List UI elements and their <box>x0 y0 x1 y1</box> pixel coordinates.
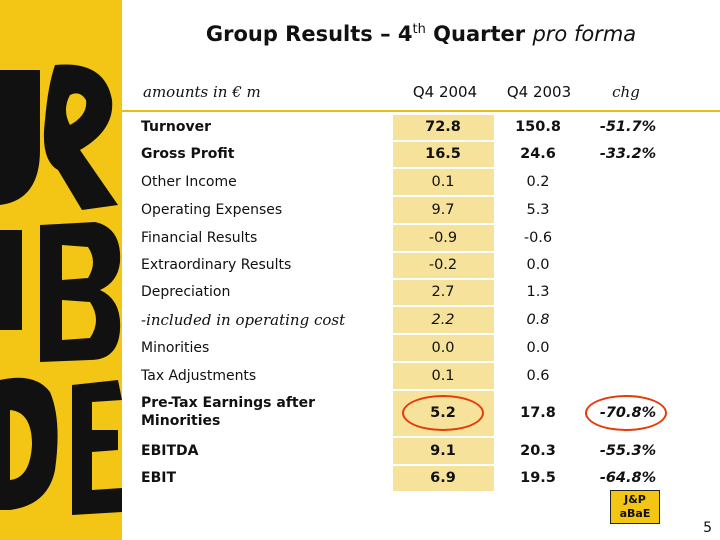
column-header-change: chg <box>612 83 640 101</box>
row-label: EBIT <box>141 470 176 486</box>
row-label: Operating Expenses <box>141 202 283 218</box>
value-q4-2004: 9.1 <box>430 443 456 459</box>
row-label: Depreciation <box>141 284 231 300</box>
value-q4-2003: 0.6 <box>526 368 550 384</box>
value-cell-shade <box>393 169 494 195</box>
row-label: Minorities <box>141 340 210 356</box>
header-divider <box>122 110 720 112</box>
value-q4-2004: 2.2 <box>431 312 455 328</box>
row-label: -included in operating cost <box>141 311 346 329</box>
row-label-line: Minorities <box>141 413 221 429</box>
table-row: Tax Adjustments 0.1 0.6 <box>122 362 720 390</box>
value-q4-2004: 16.5 <box>425 146 461 162</box>
value-q4-2003: 19.5 <box>520 470 556 486</box>
table-row: Minorities 0.0 0.0 <box>122 334 720 362</box>
value-cell-shade <box>393 363 494 389</box>
page-number: 5 <box>703 520 712 536</box>
value-q4-2004: 2.7 <box>431 284 455 300</box>
value-q4-2003: 0.8 <box>526 312 550 328</box>
value-q4-2004: 0.1 <box>431 368 455 384</box>
table-row: EBIT 6.9 19.5 -64.8% <box>122 465 720 492</box>
value-cell-shade <box>393 466 494 491</box>
column-header-q4-2004: Q4 2004 <box>412 83 478 101</box>
company-logo: J&P aBaE <box>610 490 660 524</box>
value-cell-shade <box>393 197 494 223</box>
column-header-q4-2003: Q4 2003 <box>506 83 572 101</box>
table-row: Turnover 72.8 150.8 -51.7% <box>122 114 720 141</box>
table-row: Gross Profit 16.5 24.6 -33.2% <box>122 141 720 168</box>
value-cell-shade <box>393 307 494 333</box>
value-q4-2003: 20.3 <box>520 443 556 459</box>
highlight-circle <box>402 395 484 431</box>
highlight-circle <box>585 395 667 431</box>
row-label: Financial Results <box>141 230 258 246</box>
table-row: Other Income 0.1 0.2 <box>122 168 720 196</box>
value-q4-2003: 0.2 <box>526 174 550 190</box>
value-q4-2004: 9.7 <box>431 202 455 218</box>
table-row: Extraordinary Results -0.2 0.0 <box>122 252 720 279</box>
row-label: Pre-Tax Earnings after Minorities <box>141 394 315 430</box>
value-change: -33.2% <box>599 146 657 162</box>
table-row: -included in operating cost 2.2 0.8 <box>122 306 720 334</box>
brand-letters-graphic <box>0 64 122 515</box>
value-cell-shade <box>393 253 494 278</box>
value-q4-2004: 6.9 <box>430 470 456 486</box>
value-cell-shade <box>393 225 494 251</box>
value-cell-shade <box>393 438 494 464</box>
units-label: amounts in € m <box>143 83 261 101</box>
value-change: -64.8% <box>599 470 657 486</box>
value-q4-2004: 72.8 <box>425 119 461 135</box>
value-q4-2003: 0.0 <box>526 257 550 273</box>
value-q4-2003: -0.6 <box>523 230 553 246</box>
row-label: Other Income <box>141 174 237 190</box>
table-row: Operating Expenses 9.7 5.3 <box>122 196 720 224</box>
value-q4-2003: 1.3 <box>526 284 550 300</box>
value-q4-2003: 150.8 <box>515 119 561 135</box>
value-cell-shade <box>393 142 494 167</box>
value-q4-2004: -0.9 <box>428 230 458 246</box>
value-q4-2004: 0.1 <box>431 174 455 190</box>
row-label: Turnover <box>141 119 211 135</box>
table-row: Depreciation 2.7 1.3 <box>122 279 720 306</box>
logo-line-2: aBaE <box>619 507 651 520</box>
value-cell-shade <box>393 335 494 361</box>
logo-line-1: J&P <box>624 493 646 506</box>
row-label: EBITDA <box>141 443 199 459</box>
row-label: Gross Profit <box>141 146 235 162</box>
value-q4-2003: 17.8 <box>520 405 556 421</box>
row-label-line: Pre-Tax Earnings after <box>141 395 316 411</box>
row-label: Tax Adjustments <box>141 368 257 384</box>
value-q4-2003: 24.6 <box>520 146 556 162</box>
value-change: -51.7% <box>599 119 657 135</box>
value-q4-2003: 0.0 <box>526 340 550 356</box>
value-change: -55.3% <box>599 443 657 459</box>
value-q4-2004: 0.0 <box>431 340 455 356</box>
brand-sidebar <box>0 0 122 540</box>
value-q4-2003: 5.3 <box>526 202 550 218</box>
value-q4-2004: -0.2 <box>428 257 458 273</box>
row-label: Extraordinary Results <box>141 257 292 273</box>
page-title: Group Results – 4th Quarter pro forma <box>205 22 637 46</box>
table-row: Financial Results -0.9 -0.6 <box>122 224 720 252</box>
value-cell-shade <box>393 115 494 140</box>
value-cell-shade <box>393 280 494 305</box>
table-row: EBITDA 9.1 20.3 -55.3% <box>122 437 720 465</box>
